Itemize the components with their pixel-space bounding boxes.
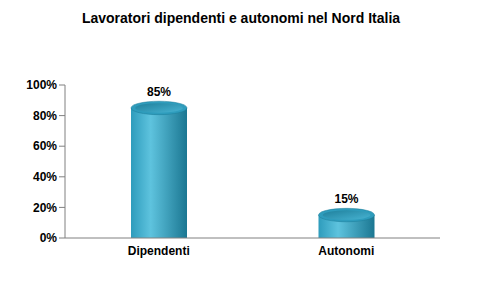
svg-text:60%: 60% bbox=[33, 139, 57, 153]
svg-text:100%: 100% bbox=[26, 78, 57, 92]
svg-text:40%: 40% bbox=[33, 170, 57, 184]
svg-text:Autonomi: Autonomi bbox=[318, 244, 374, 258]
html-text:Lavoratori dipendenti e autono: Lavoratori dipendenti e autonomi nel Nor… bbox=[81, 10, 401, 26]
svg-text:85%: 85% bbox=[147, 85, 171, 99]
svg-text:80%: 80% bbox=[33, 109, 57, 123]
svg-text:0%: 0% bbox=[40, 231, 58, 245]
svg-text:Dipendenti: Dipendenti bbox=[128, 244, 190, 258]
svg-text:15%: 15% bbox=[334, 192, 358, 206]
svg-text:20%: 20% bbox=[33, 201, 57, 215]
